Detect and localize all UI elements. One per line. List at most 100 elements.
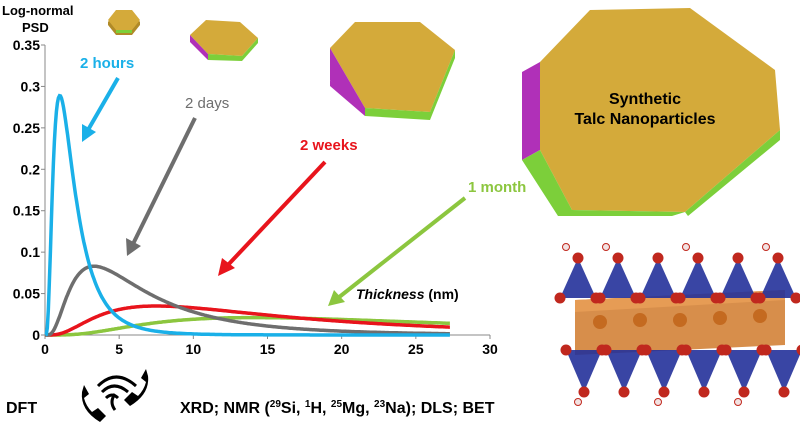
x-tick-labels: 0 5 10 15 20 25 30 (41, 335, 498, 357)
tetrahedron-bottom (606, 350, 642, 392)
talc-platelet-medium (190, 20, 258, 61)
mg-text: Mg, (342, 400, 375, 417)
x-tick-label: 20 (334, 341, 350, 357)
y-axis-label-line2: PSD (22, 20, 49, 35)
oxygen-atom (778, 386, 790, 398)
arrowhead-2-days (126, 238, 141, 256)
product-title-line1: Synthetic (609, 91, 681, 108)
talc-platelet-small (108, 10, 140, 35)
magnesium-atom (593, 315, 607, 329)
x-tick-label: 15 (260, 341, 276, 357)
oxygen-atom (560, 344, 572, 356)
h-mass: 1 (304, 399, 311, 410)
oxygen-atom (698, 386, 710, 398)
x-tick-label: 10 (186, 341, 202, 357)
talc-platelet-large (330, 22, 455, 120)
series-line-1-month (45, 315, 450, 337)
label-2-weeks: 2 weeks (300, 137, 358, 154)
x-tick-label: 0 (41, 341, 49, 357)
magnesium-atom (753, 309, 767, 323)
psd-curves (44, 93, 450, 337)
tetrahedron-bottom (646, 350, 682, 392)
hydrogen-atom (574, 398, 582, 406)
y-tick-labels: 0 0.05 0.1 0.15 0.2 0.25 0.3 0.35 (13, 37, 45, 343)
oxygen-atom (634, 292, 646, 304)
dft-coupling-icon (81, 369, 149, 422)
oxygen-atom (554, 292, 566, 304)
oxygen-atom (754, 292, 766, 304)
oxygen-atom (572, 252, 584, 264)
oxygen-atom (618, 386, 630, 398)
dft-label: DFT (6, 400, 38, 417)
x-tick-label: 30 (482, 341, 498, 357)
arrow-1-month (336, 196, 467, 300)
y-axis-label-line1: Log-normal (2, 3, 74, 18)
oxygen-atom (760, 344, 772, 356)
y-tick-label: 0.35 (13, 37, 40, 53)
x-axis-label-unit: (nm) (424, 286, 458, 302)
x-tick-label: 5 (115, 341, 123, 357)
oxygen-atom (790, 292, 800, 304)
tetrahedron-bottom (566, 350, 602, 392)
y-tick-label: 0.15 (13, 203, 40, 219)
na-mass: 23 (374, 399, 386, 410)
magnesium-atom (673, 313, 687, 327)
y-tick-label: 0.1 (21, 244, 41, 260)
arrow-2-weeks (225, 160, 327, 268)
tetrahedron-top (600, 258, 636, 298)
label-2-hours: 2 hours (80, 55, 134, 72)
oxygen-atom (594, 292, 606, 304)
series-line-2-days (45, 264, 450, 337)
magnesium-atom (713, 311, 727, 325)
hydrogen-atom (762, 243, 770, 251)
oxygen-atom (796, 344, 800, 356)
h-text: H, (310, 400, 331, 417)
oxygen-atom (658, 386, 670, 398)
methods-label: XRD; NMR (29Si, 1H, 25Mg, 23Na); DLS; BE… (180, 400, 495, 418)
si-text: Si, (280, 400, 305, 417)
x-axis-label: Thickness (nm) (356, 286, 459, 302)
talc-platelet-xlarge (522, 8, 780, 216)
arrowhead-1-month (328, 290, 345, 306)
oxygen-atom (578, 386, 590, 398)
hydrogen-atom (682, 243, 690, 251)
product-title-line2: Talc Nanoparticles (574, 111, 715, 128)
y-tick-label: 0.25 (13, 120, 40, 136)
arrow-2-hours (86, 77, 120, 131)
tetrahedron-top (720, 258, 756, 298)
tetrahedron-bottom (726, 350, 762, 392)
time-arrows (82, 77, 467, 306)
tetrahedron-top (760, 258, 796, 298)
oxygen-atom (680, 344, 692, 356)
oxygen-atom (714, 292, 726, 304)
methods-prefix: XRD; NMR ( (180, 400, 270, 417)
tetrahedron-bottom (766, 350, 800, 392)
tetrahedron-top (560, 258, 596, 298)
mg-mass: 25 (330, 399, 343, 410)
label-1-month: 1 month (468, 179, 526, 196)
oxygen-atom (600, 344, 612, 356)
arrowhead-2-hours (82, 124, 96, 142)
oxygen-atom (612, 252, 624, 264)
oxygen-atom (772, 252, 784, 264)
arrow-2-days (131, 117, 197, 245)
hydrogen-atom (654, 398, 662, 406)
oxygen-atom (738, 386, 750, 398)
y-tick-label: 0 (32, 327, 40, 343)
oxygen-atom (692, 252, 704, 264)
hydrogen-atom (602, 243, 610, 251)
label-2-days: 2 days (185, 95, 229, 112)
crystal-structure (554, 243, 800, 406)
x-tick-label: 25 (408, 341, 424, 357)
y-tick-label: 0.2 (21, 161, 41, 177)
tetrahedron-bottom (686, 350, 722, 392)
y-tick-label: 0.3 (21, 78, 41, 94)
series-line-2-hours (44, 93, 450, 337)
y-tick-label: 0.05 (13, 286, 40, 302)
x-axis-label-word: Thickness (356, 286, 425, 302)
tetrahedron-top (680, 258, 716, 298)
magnesium-atom (633, 313, 647, 327)
oxygen-atom (732, 252, 744, 264)
oxygen-atom (674, 292, 686, 304)
